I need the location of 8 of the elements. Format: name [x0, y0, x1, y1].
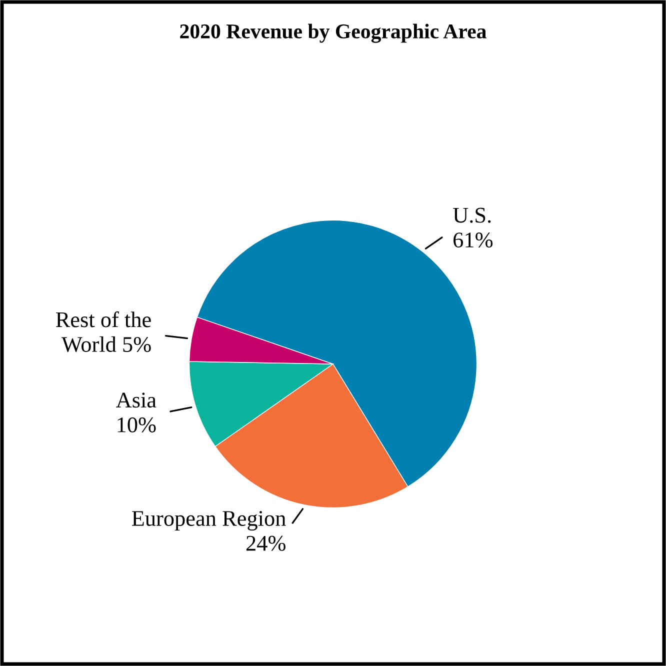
- slice-label: Rest of the World 5%: [56, 311, 151, 352]
- data-label: 61%: [454, 232, 493, 248]
- slice-label: Asia: [116, 392, 156, 408]
- data-label: 10%: [118, 417, 156, 432]
- slice-label: U.S.: [453, 208, 491, 223]
- chart-title: 2020 Revenue by Geographic Area: [180, 24, 486, 43]
- data-label: 24%: [246, 536, 286, 551]
- slice-label: European Region: [132, 511, 286, 531]
